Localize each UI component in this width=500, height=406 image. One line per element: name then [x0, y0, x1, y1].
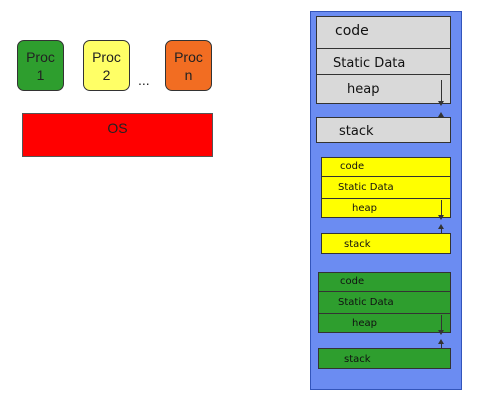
- proc2-heap-arrow-head: [438, 215, 444, 220]
- process-n-number: n: [184, 66, 193, 83]
- process-2-box: Proc 2: [83, 40, 130, 91]
- os-code-label: code: [335, 23, 369, 39]
- os-stack-label: stack: [339, 124, 374, 139]
- proc2-heap-label: heap: [352, 203, 377, 214]
- proc2-stack-arrow-head: [438, 224, 444, 229]
- proc2-stack-segment: stack: [321, 233, 451, 254]
- os-heap-arrow: [441, 80, 442, 102]
- proc2-code-segment: code: [321, 157, 451, 176]
- proc1-stack-arrow: [441, 343, 442, 351]
- process-1-box: Proc 1: [17, 40, 64, 91]
- proc1-static-data-label: Static Data: [338, 297, 394, 308]
- os-heap-label: heap: [347, 82, 380, 97]
- proc1-heap-arrow: [441, 315, 442, 331]
- ellipsis: ...: [138, 72, 150, 88]
- proc1-heap-label: heap: [352, 318, 377, 329]
- proc1-heap-segment: heap: [318, 313, 451, 333]
- os-heap-segment: heap: [316, 74, 451, 104]
- os-stack-arrow-head: [438, 112, 444, 117]
- proc2-code-label: code: [340, 161, 365, 172]
- process-2-number: 2: [102, 66, 111, 83]
- proc1-code-segment: code: [318, 272, 451, 291]
- proc2-static-data-segment: Static Data: [321, 176, 451, 198]
- os-static-data-segment: Static Data: [316, 48, 451, 74]
- proc1-static-data-segment: Static Data: [318, 291, 451, 313]
- proc2-static-data-label: Static Data: [338, 182, 394, 193]
- process-1-name: Proc: [26, 48, 55, 65]
- process-2-name: Proc: [92, 48, 121, 65]
- proc2-heap-segment: heap: [321, 198, 451, 218]
- proc1-code-label: code: [340, 276, 365, 287]
- process-n-name: Proc: [174, 48, 203, 65]
- proc1-stack-arrow-head: [438, 339, 444, 344]
- proc1-stack-label: stack: [344, 354, 371, 365]
- proc1-stack-segment: stack: [318, 348, 451, 369]
- proc2-stack-label: stack: [344, 239, 371, 250]
- os-static-data-label: Static Data: [333, 56, 406, 71]
- os-heap-arrow-head: [438, 101, 444, 106]
- os-code-segment: code: [316, 16, 451, 48]
- os-box: OS: [22, 113, 213, 157]
- process-1-number: 1: [36, 66, 45, 83]
- proc1-heap-arrow-head: [438, 330, 444, 335]
- proc2-stack-arrow: [441, 228, 442, 236]
- process-n-box: Proc n: [165, 40, 212, 91]
- proc2-heap-arrow: [441, 200, 442, 216]
- os-stack-segment: stack: [316, 117, 451, 143]
